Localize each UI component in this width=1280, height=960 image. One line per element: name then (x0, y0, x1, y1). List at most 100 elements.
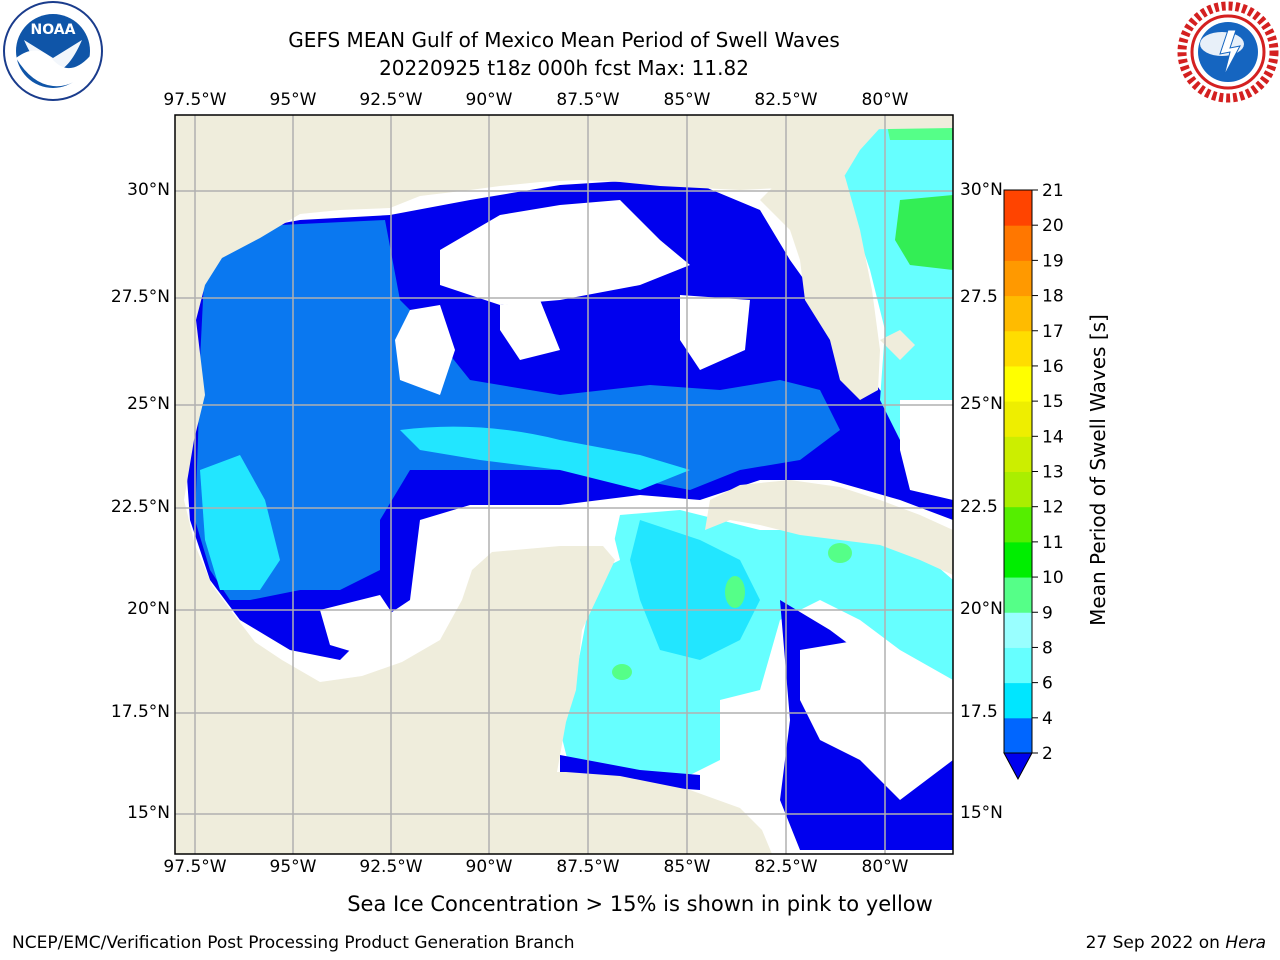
colorbar-segment (1004, 436, 1032, 472)
chart-title: GEFS MEAN Gulf of Mexico Mean Period of … (288, 28, 840, 52)
colorbar-tick-label: 19 (1042, 251, 1064, 271)
noaa-logo-text: NOAA (31, 22, 76, 38)
lon-tick-top: 80°W (861, 90, 909, 110)
land-cuba (705, 480, 953, 575)
colorbar-tick-label: 20 (1042, 216, 1064, 236)
lon-tick-top: 82.5°W (754, 90, 818, 110)
swell-zone-4c (630, 520, 760, 660)
lon-tick-bottom: 82.5°W (754, 857, 818, 877)
footer-credit: NCEP/EMC/Verification Post Processing Pr… (12, 933, 575, 953)
footer-timestamp: 27 Sep 2022 on Hera (1086, 933, 1266, 953)
lon-tick-bottom: 80°W (861, 857, 909, 877)
colorbar-tick-label: 15 (1042, 392, 1064, 412)
noaa-logo: NOAA (3, 1, 103, 101)
colorbar-tick-label: 8 (1042, 638, 1053, 658)
lon-tick-top: 95°W (269, 90, 317, 110)
lat-tick-left: 30°N (127, 180, 170, 200)
lat-tick-right: 22.5 (960, 497, 998, 517)
footer-note-row: Sea Ice Concentration > 15% is shown in … (0, 892, 1280, 916)
colorbar-tick-label: 6 (1042, 674, 1053, 694)
colorbar-segment (1004, 295, 1032, 332)
colorbar-segment (1004, 330, 1032, 367)
colorbar-segment (1004, 225, 1032, 261)
sea-ice-note: Sea Ice Concentration > 15% is shown in … (347, 892, 933, 916)
lat-tick-right: 30°N (960, 180, 1003, 200)
colorbar-segment (1004, 365, 1032, 402)
colorbar-segment (1004, 190, 1032, 226)
colorbar-segment (1004, 260, 1032, 297)
colorbar: 2 4 6 8 9 10 11 12 13 14 15 16 17 18 19 20 21 (1003, 181, 1064, 781)
colorbar-tick-label: 10 (1042, 568, 1064, 588)
colorbar-segment (1004, 506, 1032, 543)
colorbar-segment (1004, 612, 1032, 648)
lat-tick-right: 17.5 (960, 702, 998, 722)
colorbar-segment (1004, 577, 1032, 613)
map-frame (174, 114, 954, 855)
colorbar-tick-label: 11 (1042, 533, 1064, 553)
nodata-patch (680, 295, 750, 370)
land-central-america (175, 772, 772, 854)
swell-zone-9a (725, 576, 745, 608)
lon-tick-top: 87.5°W (556, 90, 620, 110)
land-bahamas (880, 330, 915, 360)
nodata-patch (320, 595, 410, 660)
colorbar-tick-label: 2 (1042, 744, 1053, 764)
lat-tick-left: 20°N (127, 599, 170, 619)
lon-tick-top: 90°W (465, 90, 513, 110)
colorbar-segment (1004, 541, 1032, 578)
lat-tick-right: 25°N (960, 394, 1003, 414)
colorbar-segment (1004, 401, 1032, 437)
colorbar-tick-label: 14 (1042, 427, 1064, 447)
lon-tick-top: 92.5°W (359, 90, 423, 110)
lon-tick-bottom: 90°W (465, 857, 513, 877)
lat-tick-left: 15°N (127, 803, 170, 823)
lat-tick-left: 27.5°N (110, 287, 170, 307)
graticule (175, 115, 953, 854)
nodata-patch (500, 300, 560, 360)
footer-host: Hera (1225, 933, 1266, 953)
colorbar-segment (1004, 647, 1032, 684)
swell-zone-4a (400, 426, 690, 490)
lon-tick-bottom: 97.5°W (163, 857, 227, 877)
nodata-patch (800, 640, 953, 800)
land-florida (760, 115, 953, 400)
lon-tick-top: 85°W (663, 90, 711, 110)
lon-tick-bottom: 87.5°W (556, 857, 620, 877)
footer-date: 27 Sep 2022 on (1085, 933, 1226, 953)
lon-tick-bottom: 95°W (269, 857, 317, 877)
nws-logo (1177, 1, 1279, 103)
colorbar-tick-label: 12 (1042, 498, 1064, 518)
lon-tick-bottom: 85°W (663, 857, 711, 877)
lat-tick-left: 17.5°N (110, 702, 170, 722)
swell-zone-9c (828, 543, 852, 563)
lat-tick-right: 15°N (960, 803, 1003, 823)
colorbar-tick-label: 16 (1042, 357, 1064, 377)
lat-tick-right: 27.5 (960, 287, 998, 307)
colorbar-segment (1004, 682, 1032, 719)
lat-tick-right: 20°N (960, 599, 1003, 619)
colorbar-label: Mean Period of Swell Waves [s] (1086, 314, 1110, 626)
lat-tick-left: 22.5°N (110, 497, 170, 517)
colorbar-tick-label: 17 (1042, 322, 1064, 342)
swell-zone-9b (612, 664, 632, 680)
swell-zone-4b (200, 455, 280, 590)
swell-zone-2b (195, 220, 840, 600)
nodata-patch (440, 200, 690, 305)
colorbar-tick-label: 13 (1042, 463, 1064, 483)
land-mexico-us (175, 115, 953, 772)
colorbar-tick-label: 4 (1042, 709, 1053, 729)
colorbar-segment (1004, 717, 1032, 754)
colorbar-extend-arrow (1003, 752, 1033, 781)
colorbar-tick-label: 9 (1042, 603, 1053, 623)
colorbar-segment (1004, 471, 1032, 508)
colorbar-tick-label: 21 (1042, 181, 1064, 201)
colorbar-tick-label: 18 (1042, 287, 1064, 307)
nodata-patch (395, 305, 455, 395)
nodata-patch (900, 400, 953, 500)
lon-tick-top: 97.5°W (163, 90, 227, 110)
swell-zone-10a (895, 195, 953, 270)
lat-tick-left: 25°N (127, 394, 170, 414)
chart-subtitle: 20220925 t18z 000h fcst Max: 11.82 (379, 56, 749, 80)
lon-tick-bottom: 92.5°W (359, 857, 423, 877)
